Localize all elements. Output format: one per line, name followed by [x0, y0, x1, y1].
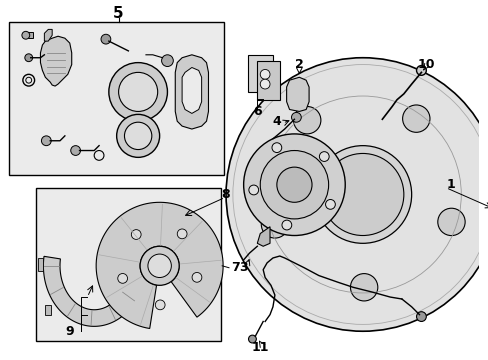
Circle shape — [276, 167, 311, 202]
Circle shape — [416, 66, 426, 75]
Polygon shape — [257, 227, 269, 246]
Polygon shape — [182, 67, 201, 113]
Circle shape — [271, 143, 281, 153]
Circle shape — [117, 114, 159, 157]
Text: 6: 6 — [252, 105, 261, 118]
Bar — [9, 22, 224, 175]
Circle shape — [350, 274, 377, 301]
Circle shape — [118, 274, 127, 283]
Circle shape — [248, 185, 258, 195]
Circle shape — [161, 55, 173, 67]
Circle shape — [109, 63, 167, 121]
Circle shape — [325, 199, 335, 209]
Circle shape — [313, 146, 411, 243]
Circle shape — [291, 112, 301, 122]
Polygon shape — [247, 55, 272, 92]
Circle shape — [119, 72, 157, 112]
Polygon shape — [96, 202, 223, 329]
Polygon shape — [43, 256, 139, 327]
Polygon shape — [175, 55, 208, 129]
Text: 8: 8 — [221, 188, 230, 201]
Circle shape — [25, 54, 33, 62]
Circle shape — [41, 136, 51, 146]
Text: 10: 10 — [417, 58, 434, 71]
Text: 9: 9 — [65, 325, 74, 338]
Text: 7: 7 — [231, 261, 240, 274]
Text: 2: 2 — [294, 58, 303, 71]
Circle shape — [140, 246, 179, 285]
Circle shape — [321, 153, 403, 235]
Polygon shape — [257, 60, 279, 100]
Text: 1: 1 — [446, 178, 454, 191]
Circle shape — [124, 122, 151, 149]
Circle shape — [177, 229, 186, 239]
Circle shape — [260, 69, 269, 79]
Circle shape — [319, 152, 328, 161]
Circle shape — [225, 58, 488, 331]
Circle shape — [101, 34, 111, 44]
Circle shape — [147, 254, 171, 278]
Polygon shape — [41, 36, 72, 86]
Polygon shape — [286, 77, 308, 112]
Circle shape — [282, 220, 291, 230]
Circle shape — [437, 208, 464, 235]
Circle shape — [22, 31, 30, 39]
Circle shape — [260, 79, 269, 89]
Circle shape — [192, 273, 202, 282]
Circle shape — [71, 146, 81, 156]
Polygon shape — [44, 30, 52, 41]
Circle shape — [131, 230, 141, 239]
Polygon shape — [38, 258, 43, 271]
Circle shape — [293, 107, 320, 134]
Bar — [36, 188, 221, 341]
Text: 3: 3 — [239, 261, 247, 274]
Text: 11: 11 — [251, 341, 268, 354]
Circle shape — [260, 150, 328, 219]
Circle shape — [155, 300, 165, 310]
Polygon shape — [28, 32, 33, 38]
Text: 5: 5 — [113, 6, 123, 21]
Polygon shape — [45, 305, 51, 315]
Circle shape — [402, 105, 429, 132]
Text: 4: 4 — [272, 115, 281, 128]
Circle shape — [232, 64, 488, 324]
Circle shape — [243, 134, 345, 235]
Circle shape — [248, 335, 256, 343]
Circle shape — [261, 211, 288, 238]
Circle shape — [416, 312, 426, 321]
